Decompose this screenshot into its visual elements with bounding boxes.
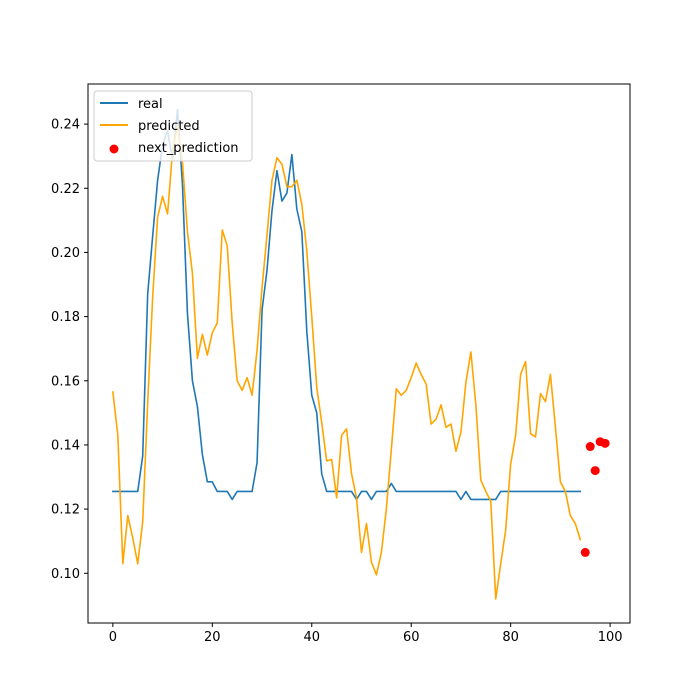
y-tick-label: 0.12: [51, 503, 80, 518]
legend-label-real: real: [138, 97, 163, 112]
x-tick-label: 60: [403, 630, 420, 645]
axes-frame: [87, 83, 631, 624]
scatter-point-next-prediction: [600, 438, 610, 448]
legend: real predicted next_prediction: [93, 90, 253, 162]
y-tick-label: 0.18: [51, 310, 80, 325]
scatter-point-next-prediction: [590, 466, 600, 476]
y-tick-label: 0.22: [51, 182, 80, 197]
x-tick-label: 100: [598, 630, 623, 645]
x-tick-label: 40: [303, 630, 320, 645]
y-axis: 0.10 0.12 0.14 0.16 0.18 0.20 0.22 0.24: [51, 118, 88, 582]
x-tick-label: 20: [204, 630, 221, 645]
x-tick-label: 80: [502, 630, 519, 645]
y-tick-label: 0.14: [51, 438, 80, 453]
x-axis: 0 20 40 60 80 100: [109, 623, 623, 645]
scatter-point-next-prediction: [580, 547, 590, 557]
y-tick-label: 0.16: [51, 374, 80, 389]
legend-box: [93, 90, 253, 162]
legend-swatch-next-prediction: [109, 144, 119, 154]
y-tick-label: 0.20: [51, 246, 80, 261]
series-line-predicted: [111, 124, 582, 600]
legend-label-next-prediction: next_prediction: [138, 141, 239, 156]
legend-label-predicted: predicted: [138, 119, 200, 134]
x-tick-label: 0: [109, 630, 117, 645]
scatter-point-next-prediction: [585, 442, 595, 452]
y-tick-label: 0.24: [51, 118, 80, 133]
series-line-real: [112, 108, 582, 501]
y-tick-label: 0.10: [51, 567, 80, 582]
